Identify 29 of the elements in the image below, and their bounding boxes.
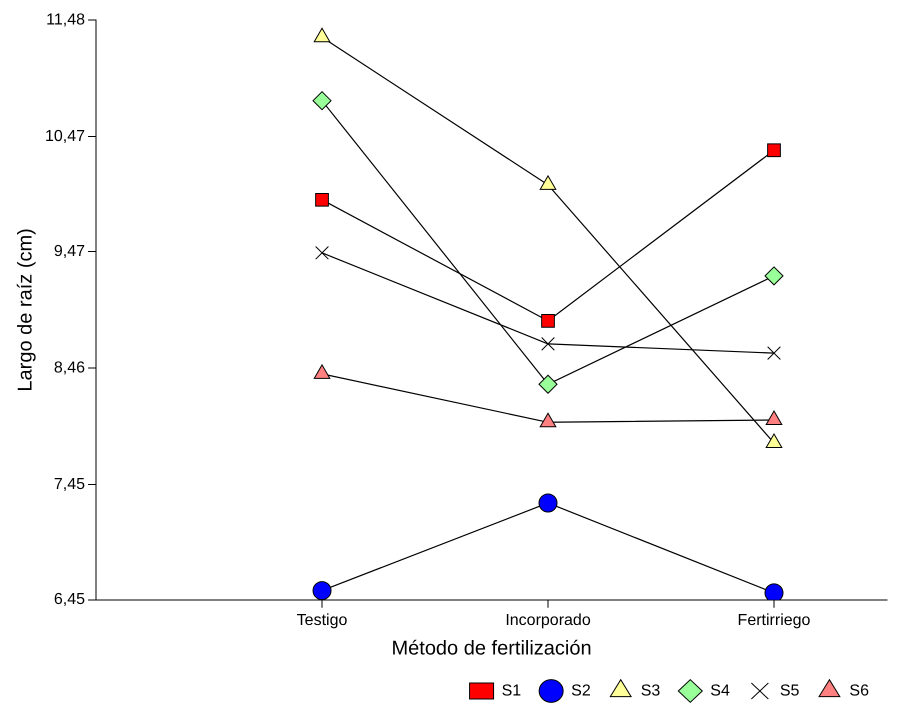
point [315, 192, 329, 207]
point [538, 493, 558, 512]
point [767, 346, 781, 360]
x-axis-title: Método de fertilización [391, 638, 592, 660]
point [315, 246, 329, 260]
point [767, 143, 781, 158]
legend-label: S1 [502, 682, 522, 700]
legend-label: S4 [710, 682, 730, 700]
point [538, 374, 558, 394]
point [312, 581, 332, 600]
point [312, 91, 332, 110]
y-tick-label: 8,46 [54, 360, 86, 377]
y-tick-label: 9,47 [54, 243, 86, 260]
x-tick-label: Incorporado [505, 612, 591, 629]
y-axis-title: Largo de raíz (cm) [14, 228, 37, 392]
point [764, 583, 784, 600]
x-tick-label: Testigo [296, 612, 348, 629]
y-tick-label: 11,48 [46, 11, 86, 28]
legend-label: S2 [571, 682, 591, 700]
point [541, 337, 555, 351]
point [541, 314, 555, 328]
y-tick-label: 7,45 [54, 476, 86, 493]
legend-label: S5 [780, 682, 800, 700]
y-tick-label: 10,47 [44, 128, 86, 145]
point [764, 266, 784, 286]
legend-label: S3 [640, 682, 660, 700]
y-tick-label: 6,45 [54, 591, 86, 608]
x-tick-label: Fertirriego [738, 612, 811, 629]
legend-label: S6 [849, 682, 870, 700]
